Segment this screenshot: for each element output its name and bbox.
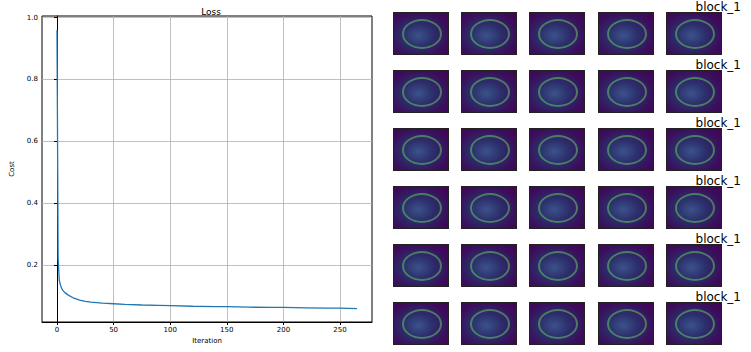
html-text:block_1: block_1 [695, 232, 741, 246]
svg-text:Loss: Loss [201, 7, 221, 17]
svg-text:0.8: 0.8 [27, 75, 38, 83]
svg-text:150: 150 [220, 326, 233, 334]
html-text:block_1: block_1 [695, 174, 741, 188]
html-text:block_1: block_1 [695, 290, 741, 304]
svg-text:Cost: Cost [8, 161, 16, 177]
svg-text:0.2: 0.2 [27, 261, 38, 269]
svg-text:0: 0 [55, 326, 59, 334]
svg-text:1.0: 1.0 [27, 14, 38, 22]
svg-text:100: 100 [164, 326, 177, 334]
html-text:block_1: block_1 [695, 0, 741, 14]
svg-text:200: 200 [277, 326, 290, 334]
svg-text:250: 250 [333, 326, 346, 334]
html-text:block_1: block_1 [695, 58, 741, 72]
svg-text:50: 50 [109, 326, 118, 334]
html-text:block_1: block_1 [695, 116, 741, 130]
svg-text:0.4: 0.4 [27, 199, 39, 207]
svg-text:0.6: 0.6 [27, 137, 39, 145]
svg-text:Iteration: Iteration [192, 337, 222, 345]
